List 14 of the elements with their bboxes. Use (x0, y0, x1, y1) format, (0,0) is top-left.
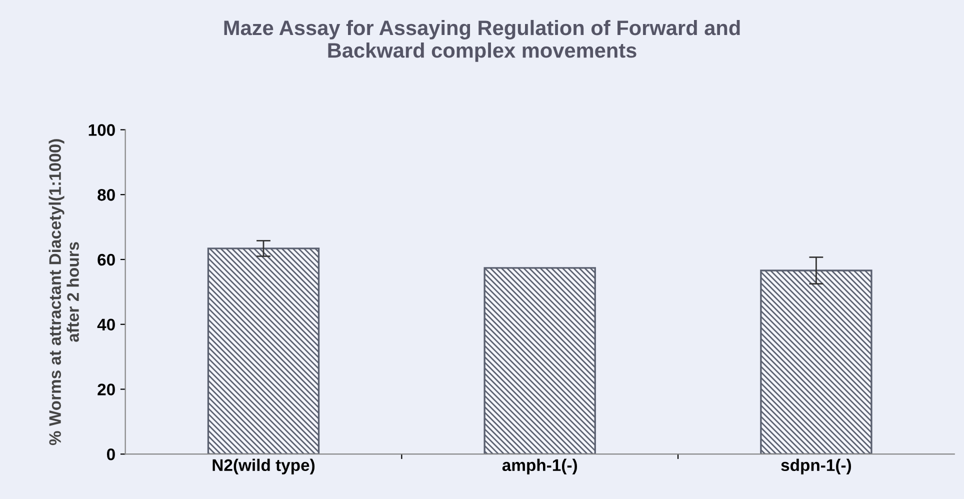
bar (207, 248, 320, 454)
y-tick-label: 60 (98, 254, 115, 266)
y-tick-label: 80 (98, 189, 115, 201)
x-tick-label: amph-1(-) (502, 458, 577, 474)
y-tick-label: 100 (88, 124, 115, 136)
y-axis-title: % Worms at attractant Diacetyl(1:1000) after 2 hours (48, 139, 79, 446)
chart-title: Maze Assay for Assaying Regulation of Forward and Backward complex movements (224, 20, 740, 62)
bar (484, 267, 596, 454)
y-tick-label: 20 (98, 384, 115, 396)
x-tick-label: N2(wild type) (212, 458, 315, 474)
y-tick-label: 0 (106, 448, 115, 460)
x-tick-label: sdpn-1(-) (781, 458, 851, 474)
bar (760, 270, 872, 454)
y-tick-label: 40 (97, 318, 115, 331)
